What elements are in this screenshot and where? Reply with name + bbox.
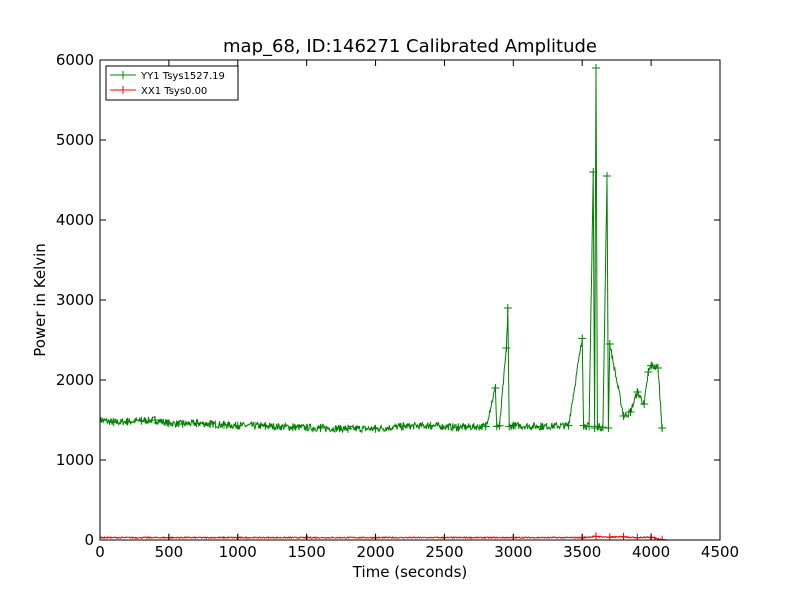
series-line [100,535,663,540]
x-axis-title: Time (seconds) [352,563,468,581]
legend-label: XX1 Tsys0.00 [141,86,207,97]
x-tick-label: 500 [155,543,184,561]
data-point-marker [509,421,518,430]
y-tick-label: 2000 [56,371,94,389]
data-point-marker [109,418,118,427]
series-xx1 [100,532,667,540]
x-tick-label: 1000 [219,543,257,561]
y-tick-label: 4000 [56,211,94,229]
data-point-marker [593,422,602,431]
chart-title: map_68, ID:146271 Calibrated Amplitude [223,36,597,57]
data-point-marker [399,422,408,431]
data-point-marker [626,408,635,416]
legend: YY1 Tsys1527.19 XX1 Tsys0.00 [105,65,239,101]
data-point-marker [178,420,187,428]
data-point-marker [206,420,215,428]
data-point-marker [344,424,352,433]
data-point-marker [371,424,380,433]
data-point-marker [495,421,504,430]
data-point-marker [100,416,104,424]
data-point-marker [426,421,435,430]
data-point-marker [505,422,514,431]
data-point-marker [164,419,173,428]
data-point-marker [578,334,587,343]
data-point-marker [598,423,607,432]
x-tick-label: 3500 [563,543,601,561]
data-point-marker [654,364,662,372]
x-tick-label: 2500 [425,543,463,561]
data-point-marker [137,416,146,425]
legend-marker [119,71,127,79]
legend-label: YY1 Tsys1527.19 [140,71,225,82]
data-point-marker [633,533,642,540]
y-tick-label: 1000 [56,451,94,469]
data-point-marker [454,423,463,432]
y-axis-title: Power in Kelvin [31,243,49,357]
data-point-marker [604,424,613,432]
data-point-marker [633,388,642,396]
series-line [100,66,663,434]
data-point-marker [564,421,573,430]
data-point-marker [589,168,598,176]
data-point-marker [592,532,600,540]
y-tick-label: 0 [84,531,94,549]
data-point-marker [579,421,588,430]
legend-box [105,65,239,101]
data-point-marker [644,368,653,376]
x-tick-label: 2000 [356,543,394,561]
data-point-marker [316,424,325,432]
data-point-marker [592,64,600,72]
data-point-marker [585,422,594,431]
data-point-marker [151,416,160,424]
data-point-marker [192,419,201,428]
data-point-marker [502,344,511,352]
data-point-marker [640,400,649,408]
data-point-marker [261,422,270,430]
data-point-marker [658,424,667,432]
x-tick-label: 3000 [494,543,532,561]
data-point-marker [605,340,614,348]
data-point-marker [123,417,132,426]
series-yy1 [100,64,667,434]
data-point-marker [603,172,612,180]
y-tick-label: 3000 [56,291,94,309]
data-point-marker [100,533,104,540]
x-tick-label: 1500 [288,543,326,561]
data-point-marker [503,304,512,312]
data-point-marker [619,412,628,420]
data-point-marker [481,422,490,431]
y-tick-label: 5000 [56,131,94,149]
plot-area-frame [99,59,721,541]
data-point-marker [619,532,628,540]
x-tick-label: 0 [95,543,105,561]
data-point-marker [233,421,242,430]
data-point-marker [288,423,297,432]
data-point-marker [647,361,656,370]
data-point-marker [220,420,228,429]
x-tick-label: 4000 [632,543,670,561]
y-tick-label: 6000 [56,51,94,69]
data-point-marker [536,422,545,431]
data-point-marker [491,384,500,392]
x-tick-label: 4500 [701,543,739,561]
legend-marker [119,86,127,94]
